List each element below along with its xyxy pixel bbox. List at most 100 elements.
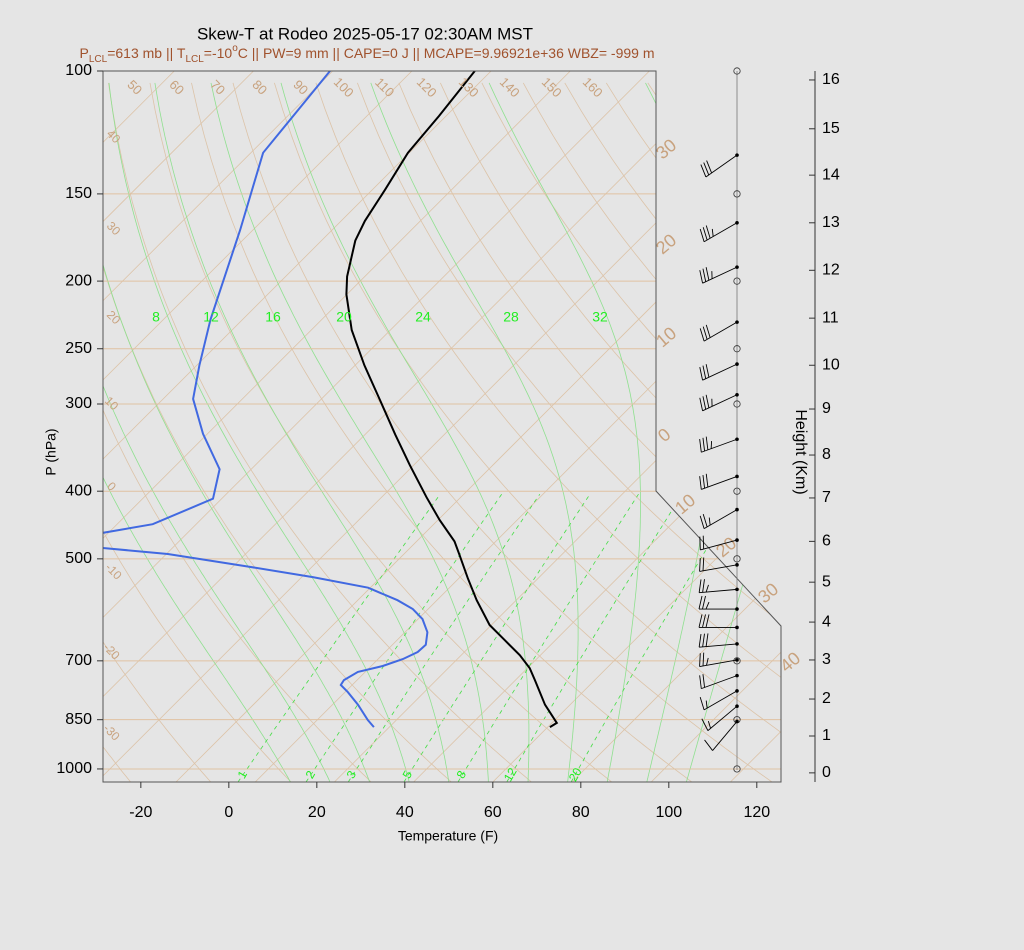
dry-adiabat — [103, 82, 372, 782]
barb-feather — [702, 595, 706, 610]
wind-level-dot — [735, 673, 739, 678]
barb-shaft — [705, 154, 738, 178]
y2-tick-label: 8 — [822, 446, 831, 463]
mixing-ratio-line — [570, 493, 740, 782]
level-circle — [733, 487, 741, 495]
moist-label: 32 — [592, 309, 608, 325]
barb-feather — [699, 558, 701, 572]
dry-adiabat — [108, 82, 532, 782]
wind-barb — [699, 652, 739, 668]
wind-level-dot — [735, 507, 739, 512]
dry-adiabat — [149, 82, 612, 782]
level-circle — [733, 765, 741, 773]
y-tick-label: 100 — [65, 62, 92, 79]
wind-level-dot — [735, 704, 739, 708]
mixing-ratio-line — [347, 493, 541, 782]
wind-level-dot — [735, 563, 739, 567]
moist-adiabat — [686, 82, 781, 782]
subtitle-part: C || PW=9 mm || CAPE=0 J || MCAPE=9.9692… — [238, 45, 655, 61]
subtitle-part: LCL — [89, 54, 108, 65]
barb-feather — [702, 633, 705, 647]
wind-barb — [699, 436, 739, 453]
barb-feather — [698, 595, 703, 610]
mixing-ratio-line — [457, 493, 639, 782]
wind-barb — [698, 614, 739, 630]
barb-feather — [698, 633, 702, 648]
barb-feather — [699, 270, 704, 284]
subtitle-part: =613 mb || T — [107, 45, 186, 61]
level-circle — [733, 345, 741, 353]
barb-feather — [702, 579, 705, 593]
wind-level-dot — [735, 642, 739, 646]
x-tick-label: 60 — [484, 804, 502, 821]
barb-shaft — [700, 539, 738, 551]
wind-barb — [699, 362, 739, 381]
barb-feather — [705, 700, 708, 709]
y2-tick-label: 0 — [822, 764, 831, 781]
wind-level-dot — [735, 362, 739, 366]
moist-adiabat — [280, 82, 530, 782]
barb-shaft — [702, 363, 738, 381]
plot-frame — [102, 70, 782, 783]
barb-shaft — [703, 509, 738, 529]
wind-barb — [701, 704, 739, 731]
wind-level-dot — [735, 474, 739, 479]
barb-feather — [699, 697, 705, 711]
x-tick-label: 40 — [396, 804, 414, 821]
moist-label: 8 — [152, 309, 160, 325]
moist-adiabat — [103, 82, 291, 782]
barb-feather — [705, 584, 709, 593]
isotherm — [254, 71, 781, 782]
chart-subtitle: PLCL=613 mb || TLCL=-10oC || PW=9 mm || … — [80, 43, 655, 65]
barb-feather — [707, 720, 712, 729]
wind-barb — [699, 689, 739, 711]
barb-feather — [706, 657, 709, 666]
y2-tick-label: 2 — [822, 690, 831, 707]
y2-tick-label: 1 — [822, 727, 831, 744]
wind-level-dot — [735, 658, 739, 662]
y-tick-label: 150 — [65, 185, 92, 202]
y-axis-label: P (hPa) — [43, 428, 59, 475]
wind-barb — [699, 507, 739, 529]
barb-feather — [705, 324, 711, 338]
moist-adiabat — [370, 82, 579, 782]
barb-feather — [705, 225, 711, 239]
barb-feather — [702, 557, 705, 571]
wind-barb — [699, 220, 739, 243]
barb-feather — [702, 365, 707, 379]
profile-line — [103, 71, 429, 728]
barb-feather — [699, 328, 705, 342]
x-tick-label: -20 — [129, 804, 152, 821]
moist-label: 16 — [265, 309, 281, 325]
wind-level-dot — [735, 437, 739, 442]
y-tick-label: 500 — [65, 550, 92, 567]
wind-level-dot — [735, 265, 739, 269]
level-circle — [733, 67, 741, 75]
y2-tick-label: 5 — [822, 573, 831, 590]
wind-barb — [699, 320, 739, 342]
barb-shaft — [699, 588, 738, 594]
y-tick-label: 200 — [65, 272, 92, 289]
level-circle — [733, 400, 741, 408]
y2-axis-label: Height (Km) — [792, 409, 809, 494]
profile-line — [345, 71, 559, 728]
wind-level-dot — [735, 587, 739, 592]
y-tick-label: 850 — [65, 711, 92, 728]
dry-adiabat — [191, 82, 693, 782]
barb-feather — [703, 162, 710, 176]
y2-tick-label: 6 — [822, 533, 831, 550]
x-tick-label: 100 — [655, 804, 682, 821]
y2-tick-label: 11 — [822, 309, 839, 326]
y2-tick-label: 3 — [822, 651, 831, 668]
barb-feather — [699, 438, 702, 453]
barb-feather — [702, 437, 706, 452]
y-tick-label: 250 — [65, 340, 92, 357]
dry-adiabat — [232, 82, 773, 782]
dry-adiabat — [103, 82, 292, 782]
wind-level-dot — [735, 607, 739, 611]
barb-feather — [699, 397, 704, 411]
barb-feather — [699, 675, 702, 689]
isotherm — [492, 71, 781, 782]
profiles — [103, 71, 559, 728]
